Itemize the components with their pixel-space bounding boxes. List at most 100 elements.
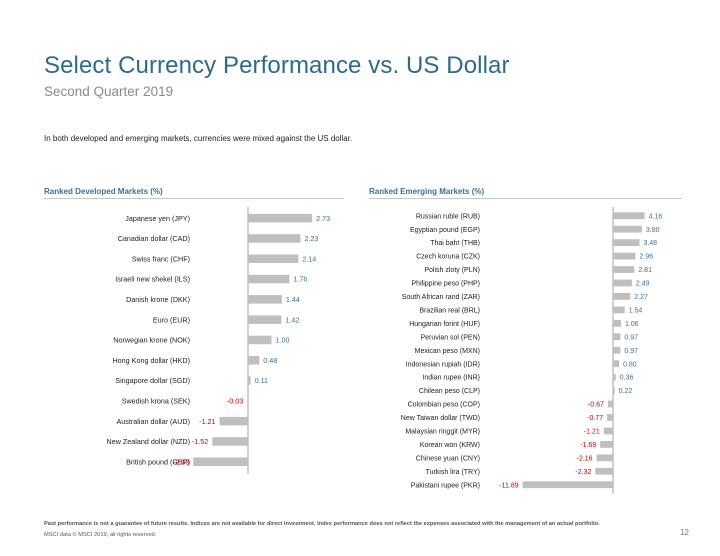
emerging-category-label: South African rand (ZAR) (402, 294, 480, 301)
page-subtitle: Second Quarter 2019 (44, 84, 174, 99)
emerging-category-label: Russian ruble (RUB) (416, 213, 480, 220)
developed-bar (248, 234, 301, 243)
developed-bar (247, 396, 248, 406)
emerging-category-label: Czech koruna (CZK) (416, 254, 480, 261)
emerging-value-label: -2.32 (575, 469, 591, 476)
developed-value-label: -0.03 (227, 396, 243, 405)
emerging-category-label: Thai baht (THB) (430, 240, 480, 247)
copyright-text: MSCI data © MSCI 2019, all rights reserv… (44, 532, 157, 538)
developed-value-label: -1.21 (199, 417, 215, 426)
emerging-chart-title: Ranked Emerging Markets (%) (369, 187, 485, 196)
developed-bar (248, 254, 299, 263)
emerging-value-label: 1.54 (629, 307, 643, 314)
emerging-value-label: 3.48 (643, 240, 657, 247)
developed-bar (193, 457, 248, 466)
emerging-value-label: 2.49 (636, 281, 650, 288)
developed-value-label: 1.42 (285, 315, 299, 324)
emerging-value-label: -11.89 (499, 482, 518, 489)
emerging-category-label: Mexican peso (MXN) (415, 348, 480, 355)
emerging-value-label: -0.77 (587, 415, 603, 422)
emerging-bar (613, 373, 616, 381)
emerging-value-label: 2.27 (634, 294, 648, 301)
emerging-value-label: -2.16 (577, 455, 593, 462)
emerging-bar (613, 360, 620, 368)
developed-category-label: Swedish krona (SEK) (122, 396, 190, 405)
developed-category-label: Swiss franc (CHF) (132, 254, 190, 263)
developed-value-label: 0.48 (263, 356, 277, 365)
emerging-bar (613, 306, 625, 314)
developed-chart-title: Ranked Developed Markets (%) (44, 187, 163, 196)
emerging-value-label: 4.16 (649, 213, 663, 220)
emerging-bar (613, 333, 621, 341)
developed-value-label: 2.14 (302, 254, 316, 263)
emerging-bar (613, 319, 622, 327)
emerging-bar (613, 387, 615, 394)
emerging-value-label: 0.97 (624, 334, 638, 341)
emerging-value-label: -1.69 (580, 442, 596, 449)
emerging-bar (613, 212, 645, 220)
developed-bar (219, 416, 248, 426)
emerging-category-label: New Taiwan dollar (TWD) (401, 415, 480, 422)
emerging-category-label: Polish zloty (PLN) (424, 267, 480, 274)
developed-bar (212, 437, 248, 446)
emerging-bar (613, 252, 636, 260)
emerging-value-label: 0.22 (619, 388, 633, 395)
emerging-value-label: 2.81 (638, 267, 652, 274)
emerging-title-rule (369, 198, 682, 199)
developed-category-label: Singapore dollar (SGD) (115, 376, 190, 385)
emerging-bar (603, 427, 613, 435)
emerging-category-label: Indonesian rupiah (IDR) (406, 361, 480, 368)
disclaimer-text: Past performance is not a guarantee of f… (44, 521, 600, 527)
emerging-bar (613, 346, 621, 354)
page-title: Select Currency Performance vs. US Dolla… (44, 52, 510, 79)
emerging-category-label: Chilean peso (CLP) (419, 388, 480, 395)
developed-category-label: Canadian dollar (CAD) (118, 234, 190, 243)
developed-value-label: 1.76 (293, 275, 307, 284)
emerging-bar (607, 414, 613, 421)
emerging-category-label: Brazilian real (BRL) (419, 307, 480, 314)
developed-bar (248, 315, 282, 324)
emerging-value-label: -1.21 (584, 429, 600, 436)
developed-bar (248, 295, 282, 304)
developed-value-label: 0.11 (255, 376, 268, 385)
developed-category-label: Australian dollar (AUD) (117, 417, 191, 426)
emerging-value-label: -0.67 (588, 402, 604, 409)
developed-bar (248, 356, 260, 365)
developed-category-label: Israeli new shekel (ILS) (115, 275, 190, 284)
developed-bar (248, 274, 290, 284)
emerging-category-label: Korean won (KRW) (420, 442, 480, 449)
emerging-value-label: 2.96 (639, 254, 653, 261)
emerging-category-label: Malaysian ringgit (MYR) (405, 429, 480, 436)
page-number: 12 (680, 528, 689, 537)
emerging-value-label: 1.06 (625, 321, 639, 328)
developed-bar (248, 376, 251, 385)
emerging-bar (600, 440, 613, 448)
emerging-bar (522, 481, 613, 489)
emerging-category-label: Pakistani rupee (PKR) (411, 482, 480, 489)
emerging-bar (613, 279, 632, 287)
emerging-category-label: Indian rupee (INR) (422, 375, 480, 382)
developed-value-label: 2.73 (316, 214, 330, 223)
emerging-markets-chart: Russian ruble (RUB) 4.16 Egyptian pound (E… (401, 207, 663, 494)
emerging-category-label: Colombian peso (COP) (408, 402, 480, 409)
developed-value-label: 1.44 (286, 295, 300, 304)
emerging-category-label: Philippine peso (PHP) (412, 281, 480, 288)
emerging-value-label: 0.36 (620, 375, 634, 382)
emerging-bar (607, 400, 613, 408)
emerging-category-label: Hungarian forint (HUF) (409, 321, 480, 328)
emerging-bar (613, 239, 640, 247)
emerging-bar (613, 225, 642, 233)
emerging-value-label: 0.97 (624, 348, 638, 355)
developed-bar (248, 213, 313, 223)
developed-value-label: -1.52 (192, 437, 208, 446)
developed-category-label: Norwegian krone (NOK) (113, 336, 190, 345)
emerging-category-label: Egyptian pound (EGP) (410, 227, 480, 234)
developed-bar (248, 335, 272, 345)
emerging-category-label: Peruvian sol (PEN) (420, 334, 480, 341)
developed-value-label: 2.23 (304, 234, 318, 243)
emerging-value-label: 0.80 (623, 361, 637, 368)
developed-markets-chart: Japanese yen (JPY) 2.73 Canadian dollar (C… (107, 207, 330, 474)
developed-title-rule (44, 198, 344, 199)
developed-category-label: Euro (EUR) (153, 315, 190, 324)
emerging-category-label: Turkish lira (TRY) (426, 469, 480, 476)
